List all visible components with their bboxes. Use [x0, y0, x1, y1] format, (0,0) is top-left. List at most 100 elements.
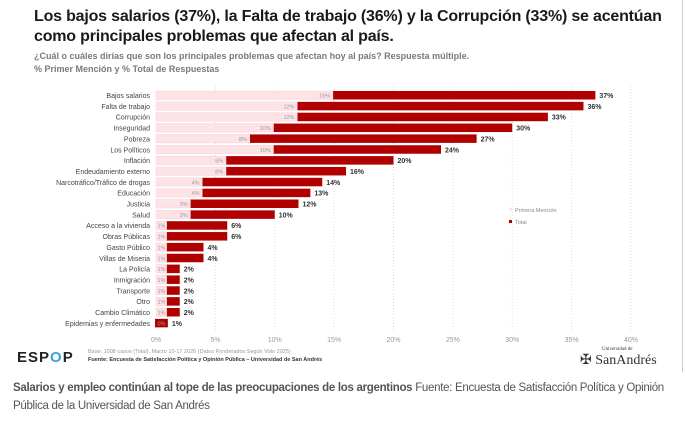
x-tick-label: 25%: [446, 337, 460, 344]
total-bar: [166, 232, 228, 241]
x-tick-label: 40%: [624, 337, 638, 344]
category-label: Endeudamiento externo: [76, 169, 150, 176]
category-label: Justicia: [127, 202, 150, 209]
total-bar: [166, 221, 228, 230]
category-label: Gasto Público: [106, 245, 150, 252]
first-mention-label: 15%: [319, 94, 330, 100]
caption-headline: Salarios y empleo continúan al tope de l…: [13, 382, 413, 394]
category-label: Corrupción: [116, 115, 150, 122]
total-label: 24%: [445, 147, 460, 154]
total-bar: [166, 242, 204, 252]
first-mention-bar: [155, 134, 252, 144]
category-label: La Policía: [119, 267, 150, 274]
legend-swatch-first: [509, 208, 512, 211]
total-bar: [190, 210, 275, 219]
category-label: Obras Públicas: [103, 234, 151, 241]
total-bar: [297, 101, 584, 111]
first-mention-bar: [155, 101, 299, 111]
total-bar: [273, 145, 441, 154]
first-mention-label: 3%: [180, 202, 188, 208]
total-label: 4%: [208, 256, 219, 263]
first-mention-label: 4%: [192, 180, 200, 186]
source-note: Fuente: Encuesta de Satisfacción Polític…: [88, 357, 323, 363]
first-mention-label: 8%: [239, 137, 247, 143]
category-label: Los Políticos: [110, 147, 150, 154]
category-label: Inmigración: [114, 277, 150, 284]
total-bar: [226, 166, 346, 176]
first-mention-label: 10%: [260, 148, 271, 154]
first-mention-label: 12%: [283, 104, 294, 110]
total-bar: [166, 275, 180, 284]
category-label: Pobreza: [124, 136, 150, 143]
x-tick-label: 5%: [210, 337, 220, 344]
x-tick-label: 10%: [268, 337, 282, 344]
legend-total: Total: [515, 220, 527, 226]
total-label: 20%: [398, 158, 413, 165]
category-label: Narcotráfico/Tráfico de drogas: [56, 180, 150, 187]
category-label: Cambio Climático: [95, 310, 150, 317]
question-subtitle: ¿Cuál o cuáles dirías que son los princi…: [34, 51, 470, 61]
first-mention-label: 1%: [158, 289, 166, 295]
total-label: 16%: [350, 169, 365, 176]
measure-subtitle: % Primer Mención y % Total de Respuestas: [34, 64, 220, 74]
x-tick-label: 15%: [327, 337, 341, 344]
category-label: Bajos salarios: [106, 93, 150, 100]
total-label: 2%: [184, 288, 195, 295]
total-bar: [273, 123, 513, 133]
total-label: 10%: [279, 212, 294, 219]
first-mention-bar: [155, 90, 335, 100]
header: Los bajos salarios (37%), la Falta de tr…: [34, 7, 682, 76]
total-label: 2%: [184, 267, 195, 274]
legend-swatch-total: [509, 220, 512, 223]
x-tick-label: 30%: [505, 337, 519, 344]
caption: Salarios y empleo continúan al tope de l…: [13, 379, 683, 415]
first-mention-label: 1%: [158, 278, 166, 284]
total-label: 4%: [208, 245, 219, 252]
total-bar: [155, 318, 168, 328]
total-label: 13%: [314, 191, 329, 198]
total-label: 6%: [231, 234, 242, 241]
total-bar: [333, 91, 596, 100]
category-label: Otro: [136, 299, 150, 306]
category-label: Acceso a la vivienda: [86, 223, 150, 230]
total-label: 33%: [552, 115, 567, 122]
first-mention-label: 0%: [158, 321, 166, 327]
category-label: Inseguridad: [113, 126, 150, 133]
legend-first: Primera Mención: [515, 208, 557, 214]
total-label: 2%: [184, 310, 195, 317]
total-bar: [297, 112, 548, 122]
first-mention-label: 1%: [158, 300, 166, 306]
first-mention-label: 6%: [215, 159, 223, 165]
first-mention-label: 1%: [158, 267, 166, 273]
total-bar: [166, 308, 180, 317]
category-label: Transporte: [116, 288, 150, 295]
category-label: Educación: [117, 191, 150, 198]
category-label: Epidemias y enfermedades: [65, 321, 150, 328]
bar-chart: 0% 5% 10% 15% 20% 25% 30% 35% 40% Bajos salarios 1…: [56, 86, 638, 344]
total-bar: [166, 253, 204, 263]
first-mention-label: 12%: [283, 115, 294, 121]
total-bar: [226, 156, 394, 165]
base-note: Base: 1008 casos (Total). Marzo 10-17 20…: [88, 349, 291, 355]
first-mention-bar: [155, 112, 299, 122]
first-mention-label: 1%: [158, 245, 166, 251]
total-bar: [166, 297, 180, 306]
university-logo: Universidad de ✠ SanAndrés: [580, 347, 657, 368]
first-mention-label: 1%: [158, 311, 166, 317]
total-label: 27%: [481, 136, 496, 143]
total-label: 6%: [231, 223, 242, 230]
total-bar: [190, 199, 299, 208]
espop-logo: ESPOP: [17, 349, 74, 366]
total-label: 1%: [172, 321, 183, 328]
first-mention-label: 1%: [158, 235, 166, 241]
chart-border: [682, 0, 683, 372]
first-mention-label: 6%: [215, 169, 223, 175]
x-tick-label: 20%: [386, 337, 400, 344]
category-label: Falta de trabajo: [101, 104, 150, 111]
category-label: Salud: [132, 212, 150, 219]
total-label: 14%: [326, 180, 341, 187]
x-tick-label: 35%: [565, 337, 579, 344]
total-label: 30%: [516, 126, 531, 133]
total-bar: [202, 177, 323, 187]
total-bar: [166, 264, 180, 274]
